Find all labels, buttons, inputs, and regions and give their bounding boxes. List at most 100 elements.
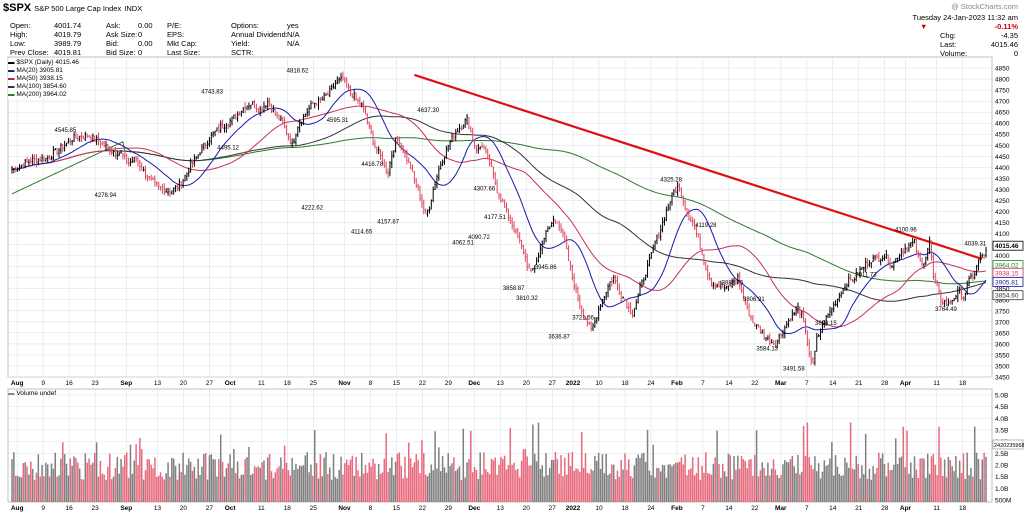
volume-bar	[148, 459, 151, 502]
volume-bar	[176, 479, 179, 502]
y-tick-label: 4800	[995, 77, 1010, 84]
volume-bar	[248, 446, 250, 502]
volume-bar	[836, 466, 839, 502]
volume-bar	[169, 476, 171, 502]
volume-bar	[353, 475, 355, 502]
volume-bar	[804, 456, 807, 502]
volume-bar	[814, 456, 816, 502]
price-label-box: 3854.60	[992, 290, 1024, 301]
volume-bar	[75, 458, 77, 502]
volume-bar	[359, 476, 361, 502]
vol-tick-label: 5.0B	[995, 393, 1008, 400]
volume-bar	[731, 479, 733, 502]
volume-bar	[319, 454, 322, 502]
volume-bar	[360, 452, 363, 502]
volume-bar	[872, 466, 874, 502]
yield-label: Yield:	[231, 39, 250, 48]
volume-bar	[443, 467, 446, 502]
volume-bar	[477, 478, 480, 502]
volume-bar	[118, 473, 120, 502]
chg-value: -4.35	[1000, 31, 1018, 40]
volume-bar	[63, 453, 66, 502]
volume-value: 0	[1013, 49, 1018, 58]
volume-bar	[184, 474, 186, 502]
price-annotation: 4278.94	[95, 193, 117, 199]
volume-bar	[921, 458, 923, 502]
volume-bar	[904, 467, 906, 502]
x-tick-label: 11	[258, 380, 265, 387]
price-annotation: 4062.51	[452, 241, 474, 247]
volume-bar	[219, 434, 222, 502]
x-tick-label-volume: 2022	[566, 505, 581, 512]
volume-bar	[434, 431, 436, 502]
volume-bar	[755, 430, 758, 502]
volume-bar	[313, 430, 316, 502]
volume-bar	[720, 477, 722, 502]
volume-bar	[306, 452, 308, 502]
change-percent: -0.11%	[994, 22, 1018, 31]
volume-bar	[603, 473, 606, 502]
sctr-label: SCTR:	[231, 48, 254, 57]
volume-bar	[421, 440, 423, 502]
volume-bar	[900, 456, 903, 502]
volume-bar	[471, 472, 474, 502]
volume-bar	[214, 459, 216, 502]
volume-bar	[802, 426, 805, 502]
grid-layer	[7, 56, 993, 503]
volume-bar	[257, 466, 260, 502]
volume-bar	[492, 460, 495, 502]
volume-bar	[556, 459, 559, 502]
volume-bar	[665, 477, 668, 502]
y-tick-label: 3600	[995, 341, 1010, 348]
volume-bar	[701, 465, 703, 502]
x-tick-label: 24	[647, 380, 655, 387]
volume-bar	[915, 469, 918, 502]
y-tick-label: 3700	[995, 319, 1010, 326]
volume-bar	[885, 476, 888, 502]
volume-bar	[532, 424, 534, 502]
y-tick-label: 4100	[995, 231, 1010, 238]
x-tick-label: Nov	[338, 380, 351, 387]
volume-bar	[588, 473, 591, 502]
volume-bar	[733, 456, 735, 502]
volume-bar	[545, 453, 547, 502]
volume-bar	[77, 462, 79, 502]
volume-bar	[212, 459, 214, 502]
volume-bar	[705, 452, 707, 502]
volume-bar	[926, 453, 929, 502]
volume-bar	[629, 475, 632, 502]
volume-bar	[977, 458, 980, 502]
volume-bar	[708, 473, 711, 502]
volume-bar	[73, 456, 75, 502]
last-label: Last:	[940, 40, 957, 49]
x-tick-label-volume: 14	[829, 505, 837, 512]
volume-bar	[661, 465, 664, 502]
volume-bar	[970, 467, 972, 502]
x-tick-label: 18	[284, 380, 292, 387]
volume-bar	[124, 455, 126, 502]
volume-bar	[413, 462, 416, 502]
volume-bar	[216, 476, 218, 502]
volume-bar	[90, 464, 92, 502]
x-tick-label-volume: Sep	[120, 505, 132, 512]
volume-bar	[577, 469, 579, 502]
volume-bar	[599, 468, 602, 502]
open-value: 4001.74	[54, 21, 82, 30]
volume-bar	[706, 473, 709, 502]
volume-bar	[866, 478, 869, 502]
volume-bar	[552, 459, 555, 502]
volume-bar	[917, 477, 920, 502]
volume-bar	[125, 452, 128, 502]
y-tick-label: 4250	[995, 198, 1010, 205]
volume-bar	[157, 475, 160, 502]
options-label: Options:	[231, 21, 259, 30]
volume-bar	[968, 475, 970, 502]
volume-bar	[445, 472, 448, 502]
price-annotation: 4100.96	[895, 227, 917, 233]
x-tick-label-volume: 24	[647, 505, 655, 512]
volume-bar	[250, 474, 252, 502]
x-tick-label-volume: 20	[523, 505, 531, 512]
volume-bar	[52, 468, 55, 502]
price-annotation: 4119.28	[695, 223, 717, 229]
